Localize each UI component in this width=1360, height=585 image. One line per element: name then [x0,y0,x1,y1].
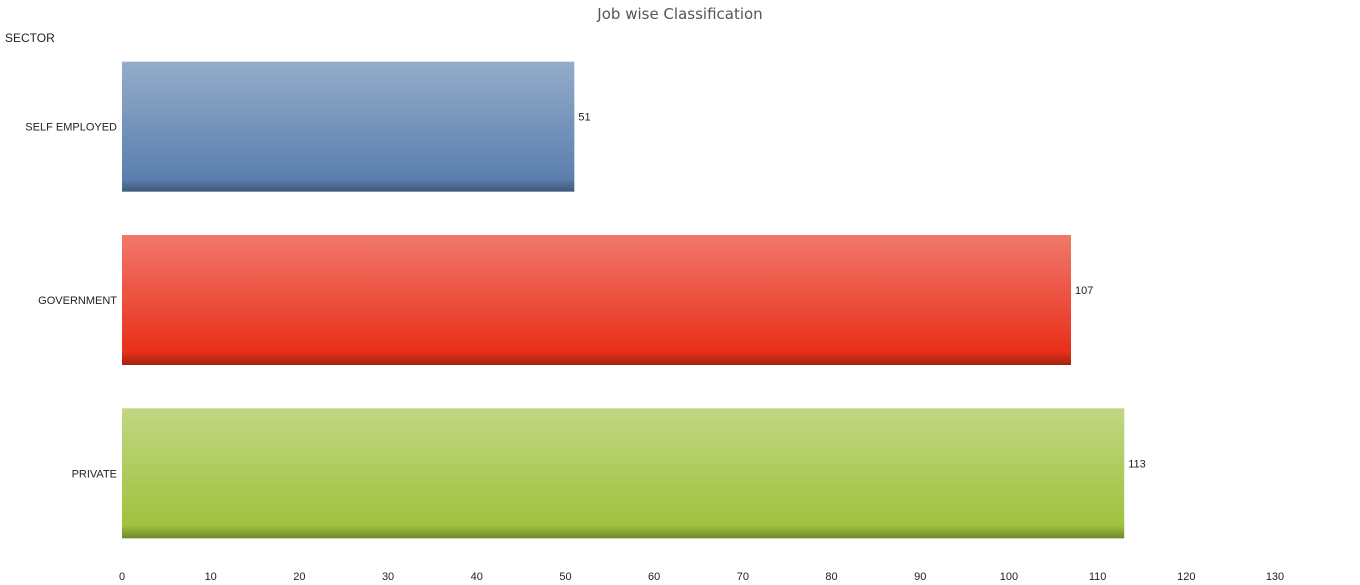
x-tick-label: 80 [825,571,837,583]
category-label: PRIVATE [72,468,117,480]
x-tick-label: 60 [648,571,660,583]
x-tick-label: 30 [382,571,394,583]
x-tick-label: 10 [205,571,217,583]
x-tick-label: 110 [1089,571,1107,583]
data-label: 113 [1128,458,1146,470]
x-tick-label: 70 [737,571,749,583]
bar-government [122,235,1072,365]
x-tick-label: 20 [293,571,305,583]
x-tick-label: 0 [119,571,125,583]
data-label: 107 [1075,285,1093,297]
x-tick-label: 90 [914,571,926,583]
y-axis-title: SECTOR [5,31,55,45]
x-tick-label: 120 [1177,571,1195,583]
x-tick-label: 50 [559,571,571,583]
bar-private [122,408,1125,539]
x-tick-label: 100 [1000,571,1018,583]
data-label: 51 [578,112,590,124]
x-tick-label: 130 [1266,571,1284,583]
bars-layer: SELF EMPLOYED 51 GOVERNMENT 107 PRIVATE 113 [25,61,1146,539]
category-label: SELF EMPLOYED [25,122,117,134]
x-axis: 0 10 20 30 40 50 60 70 80 90 100 110 120 130 [119,571,1284,583]
x-tick-label: 40 [471,571,483,583]
category-label: GOVERNMENT [38,295,117,307]
bar-self-employed [122,61,575,192]
chart-title: Job wise Classification [597,5,763,23]
